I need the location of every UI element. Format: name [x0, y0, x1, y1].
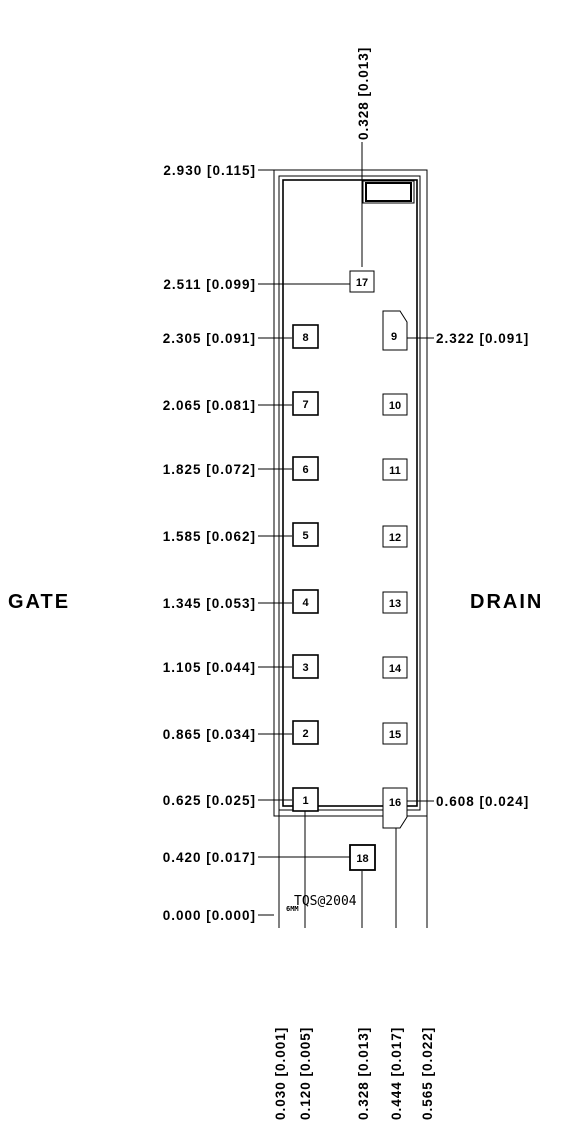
die-outline — [273, 169, 428, 817]
pad-number: 15 — [389, 729, 401, 741]
pad-4 — [292, 589, 319, 614]
pad-number: 13 — [389, 598, 401, 610]
dim-label: 0.865 [0.034] — [163, 727, 256, 742]
die-marking: TQS@2004 — [294, 894, 357, 909]
pad-number: 14 — [389, 663, 402, 675]
dim-label: 2.511 [0.099] — [163, 277, 256, 292]
pad-10 — [382, 393, 408, 416]
pad-number: 16 — [389, 797, 401, 809]
right-dimensions: 2.322 [0.091] 0.608 [0.024] — [436, 331, 529, 809]
pad-9 — [382, 310, 408, 351]
pad-14 — [382, 656, 408, 679]
dim-label: 1.585 [0.062] — [163, 529, 256, 544]
dim-label: 0.120 [0.005] — [298, 1027, 313, 1120]
pad-number: 11 — [389, 465, 401, 477]
pad-1 — [292, 787, 319, 812]
dim-label: 1.105 [0.044] — [163, 660, 256, 675]
dimension-leaders — [258, 142, 434, 928]
die-sub-marking: 6MM — [286, 905, 299, 913]
alignment-feature — [362, 180, 415, 204]
dim-label: 0.420 [0.017] — [163, 850, 256, 865]
pad-number: 17 — [356, 277, 368, 289]
pad-11 — [382, 458, 408, 481]
pad-number: 3 — [302, 662, 308, 674]
pads — [292, 270, 408, 871]
pad-number: 7 — [302, 399, 308, 411]
dim-label: 0.328 [0.013] — [356, 1027, 371, 1120]
dim-label: 0.000 [0.000] — [163, 908, 256, 923]
dim-label: 0.608 [0.024] — [436, 794, 529, 809]
pad-8 — [292, 324, 319, 349]
dim-label: 0.030 [0.001] — [273, 1027, 288, 1120]
pad-number: 1 — [302, 795, 308, 807]
dim-label: 2.322 [0.091] — [436, 331, 529, 346]
drain-label: DRAIN — [470, 591, 543, 613]
pad-number: 5 — [302, 530, 308, 542]
pad-12 — [382, 525, 408, 548]
pad-number: 6 — [302, 464, 308, 476]
pad-15 — [382, 722, 408, 745]
pad-16 — [382, 787, 408, 829]
dim-label: 1.825 [0.072] — [163, 462, 256, 477]
pad-number: 8 — [302, 332, 308, 344]
pad-number: 10 — [389, 400, 401, 412]
pad-18 — [349, 844, 376, 871]
pad-number: 2 — [302, 728, 308, 740]
dim-label-top: 0.328 [0.013] — [356, 47, 371, 140]
pad-number: 12 — [389, 532, 401, 544]
pad-5 — [292, 522, 319, 547]
pad-2 — [292, 720, 319, 745]
dim-label: 1.345 [0.053] — [163, 596, 256, 611]
dim-label: 0.625 [0.025] — [163, 793, 256, 808]
pad-13 — [382, 591, 408, 614]
dim-label: 0.444 [0.017] — [389, 1027, 404, 1120]
pad-number: 9 — [391, 331, 397, 343]
pad-6 — [292, 456, 319, 481]
pad-7 — [292, 391, 319, 416]
bottom-dimensions: 0.030 [0.001] 0.120 [0.005] 0.328 [0.013… — [273, 1027, 435, 1120]
pad-number: 4 — [302, 597, 309, 609]
dim-label: 2.305 [0.091] — [163, 331, 256, 346]
dim-label: 2.065 [0.081] — [163, 398, 256, 413]
left-dimensions: 2.930 [0.115] 2.511 [0.099] 2.305 [0.091… — [163, 163, 256, 923]
dim-label: 0.565 [0.022] — [420, 1027, 435, 1120]
pad-17 — [349, 270, 375, 293]
dim-label: 2.930 [0.115] — [163, 163, 256, 178]
pad-number: 18 — [356, 853, 368, 865]
gate-label: GATE — [8, 591, 70, 613]
pad-3 — [292, 654, 319, 679]
pad-numbers: 8 7 6 5 4 3 2 1 9 10 11 12 13 14 15 16 1… — [302, 277, 402, 865]
